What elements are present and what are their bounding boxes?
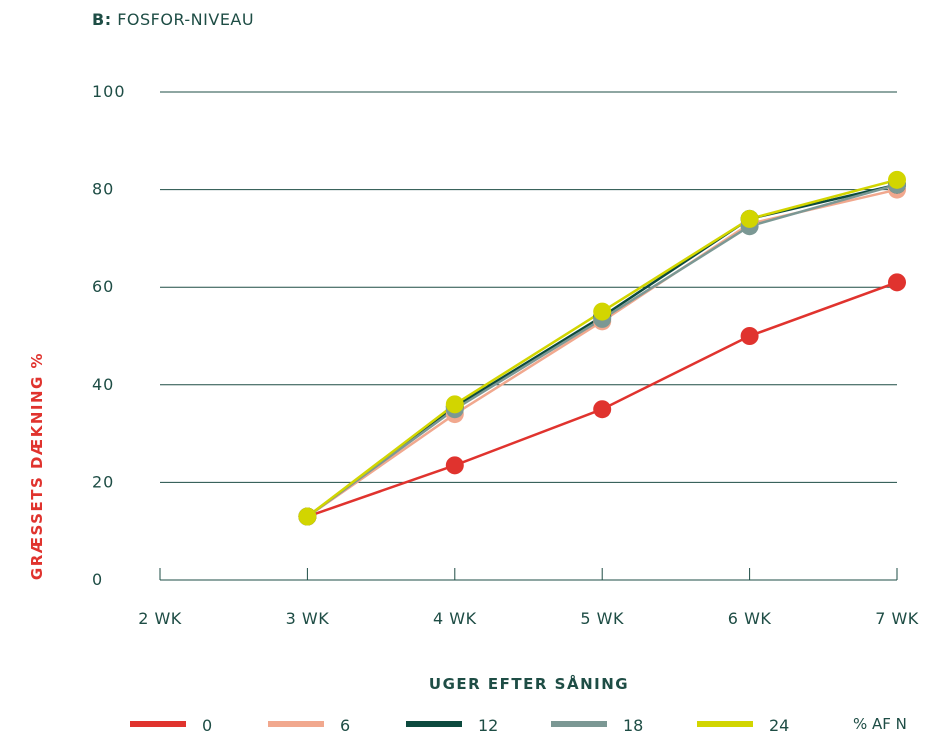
y-tick-label: 60	[92, 277, 114, 296]
data-point-0	[593, 400, 612, 419]
series-points	[298, 170, 906, 526]
y-axis-label: GRÆSSETS DÆKNING %	[28, 351, 46, 581]
data-point-24	[298, 507, 317, 526]
legend-unit-label: % AF N	[853, 715, 907, 733]
y-tick-labels: 0 20 40 60 80 100	[92, 82, 126, 589]
legend-label-18: 18	[623, 716, 643, 735]
x-tick-label: 2 WK	[138, 609, 182, 628]
legend: 0 6 12 18 24	[130, 716, 789, 735]
x-tick-label: 3 WK	[286, 609, 330, 628]
x-tick-labels: 2 WK 3 WK 4 WK 5 WK 6 WK 7 WK	[138, 609, 919, 628]
legend-label-0: 0	[202, 716, 212, 735]
y-tick-label: 100	[92, 82, 126, 101]
x-tick-label: 4 WK	[433, 609, 477, 628]
legend-label-6: 6	[340, 716, 350, 735]
legend-swatch-24	[697, 721, 753, 727]
title-text: FOSFOR-NIVEAU	[117, 10, 255, 29]
data-point-0	[740, 327, 759, 345]
x-tick-label: 7 WK	[875, 609, 919, 628]
data-point-24	[593, 302, 612, 321]
x-axis-label: UGER EFTER SÅNING	[428, 675, 630, 693]
series-lines	[306, 178, 898, 518]
legend-swatch-0	[130, 721, 186, 727]
legend-swatch-18	[551, 721, 607, 727]
data-point-0	[888, 273, 906, 292]
series-line-6	[306, 188, 898, 518]
x-tick-label: 5 WK	[580, 609, 624, 628]
legend-label-12: 12	[478, 716, 498, 735]
y-tick-label: 20	[92, 472, 114, 491]
y-tick-label: 0	[92, 570, 103, 589]
series-line-18	[306, 183, 898, 518]
y-tick-label: 80	[92, 180, 114, 199]
title-prefix: B:	[92, 10, 112, 29]
legend-swatch-12	[406, 721, 462, 727]
data-point-0	[445, 456, 464, 475]
y-tick-label: 40	[92, 375, 114, 394]
chart-title: B: FOSFOR-NIVEAU	[92, 10, 254, 29]
series-line-12	[306, 183, 898, 518]
x-tick-label: 6 WK	[728, 609, 772, 628]
legend-label-24: 24	[769, 716, 789, 735]
legend-swatch-6	[268, 721, 324, 727]
series-line-24	[306, 178, 898, 518]
data-point-24	[740, 209, 759, 228]
data-point-24	[445, 395, 464, 414]
x-axis	[159, 568, 898, 581]
data-point-24	[888, 170, 906, 189]
gridlines	[160, 91, 897, 483]
